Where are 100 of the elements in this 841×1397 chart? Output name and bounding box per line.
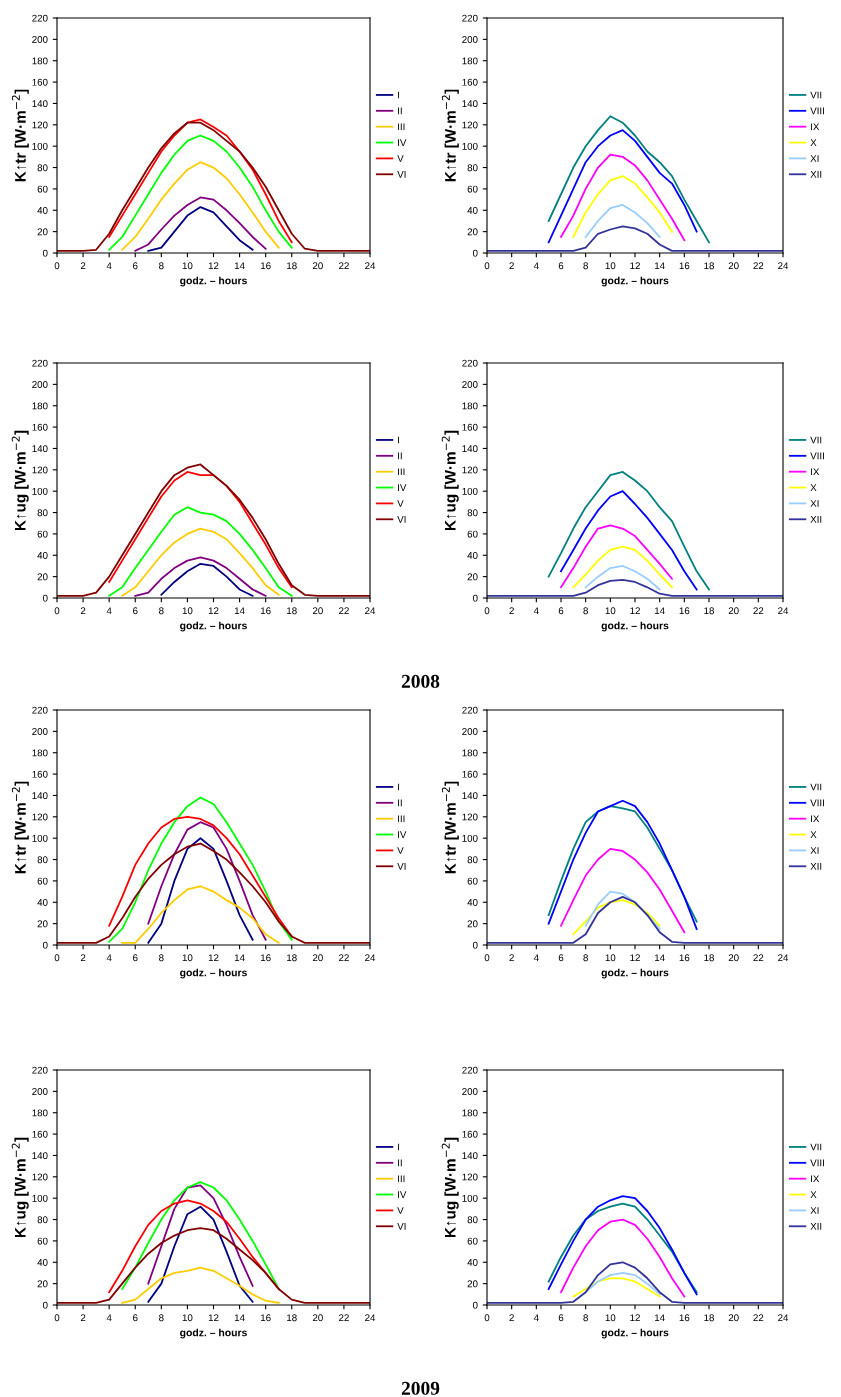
x-tick-label: 22 — [339, 1314, 349, 1322]
legend-label: V — [397, 847, 404, 854]
text: 2008 — [401, 674, 440, 688]
y-tick-label: 40 — [37, 1259, 48, 1266]
x-tick-label: 8 — [159, 607, 164, 615]
x-tick-label: 22 — [339, 607, 349, 615]
y-tick-label: 120 — [32, 466, 48, 474]
y-tick-label: 100 — [462, 1194, 478, 1202]
legend-label: VII — [810, 91, 822, 99]
y-tick-label: 60 — [37, 1237, 48, 1245]
y-tick-label: 40 — [37, 552, 48, 559]
x-tick-label: 10 — [182, 954, 193, 962]
legend-label: VII — [810, 436, 822, 444]
x-tick-label: 4 — [533, 954, 539, 962]
x-tick-label: 0 — [54, 954, 60, 962]
legend-label: XI — [810, 500, 819, 507]
y-tick-label: 140 — [32, 100, 48, 108]
legend-label: V — [397, 155, 404, 162]
x-axis-title: godz. – hours — [601, 968, 669, 979]
line-series — [121, 161, 280, 251]
x-tick-label: 0 — [484, 607, 490, 615]
y-tick-label: 60 — [37, 877, 48, 885]
text: 2009 — [401, 1381, 440, 1395]
y-tick-label: 60 — [37, 530, 48, 538]
line-series — [584, 565, 661, 591]
line-series — [108, 506, 293, 597]
x-tick-label: 20 — [728, 262, 739, 270]
line-series — [560, 847, 686, 934]
y-tick-label: 200 — [32, 1088, 48, 1095]
legend-label: VIII — [810, 452, 824, 460]
x-tick-label: 16 — [261, 262, 271, 270]
y-tick-label: 220 — [462, 359, 478, 367]
legend-label: IV — [398, 1191, 407, 1198]
legend-label: IX — [811, 468, 820, 476]
y-tick-label: 80 — [467, 1216, 478, 1224]
y-tick-label: 40 — [37, 207, 48, 214]
line-series — [147, 1205, 254, 1303]
legend-label: VI — [397, 863, 406, 870]
y-tick-label: 180 — [32, 402, 48, 410]
legend-label: VII — [810, 1143, 822, 1151]
y-axis-title: K↑tr [W·m$^{−2}$] — [441, 89, 459, 182]
x-tick-label: 16 — [679, 954, 690, 962]
y-tick-label: 220 — [32, 14, 48, 22]
y-tick-label: 100 — [32, 1194, 48, 1202]
x-tick-label: 0 — [54, 1314, 60, 1322]
x-tick-label: 22 — [753, 954, 764, 962]
y-axis-title: K↑tr [W·m$^{−2}$] — [11, 89, 29, 182]
x-tick-label: 24 — [365, 954, 376, 962]
legend-label: III — [398, 123, 405, 131]
x-tick-label: 12 — [208, 1314, 219, 1322]
x-tick-label: 0 — [54, 262, 60, 270]
y-tick-label: 220 — [32, 706, 48, 714]
legend-label: VI — [397, 1223, 406, 1230]
x-axis-title: godz. – hours — [180, 276, 247, 287]
y-tick-label: 100 — [32, 487, 48, 495]
y-tick-label: 120 — [462, 813, 478, 821]
y-tick-label: 100 — [462, 834, 478, 842]
legend-label: XII — [810, 1223, 822, 1230]
x-tick-label: 18 — [704, 954, 714, 962]
y-tick-label: 0 — [472, 1301, 478, 1309]
x-tick-label: 12 — [630, 1314, 640, 1322]
y-tick-label: 120 — [462, 1173, 478, 1181]
line-series — [584, 1272, 661, 1296]
x-tick-label: 22 — [753, 1314, 764, 1322]
y-tick-label: 0 — [42, 941, 48, 949]
y-tick-label: 60 — [467, 1237, 478, 1245]
line-series — [134, 196, 267, 252]
legend-label: IX — [811, 123, 820, 131]
x-tick-label: 22 — [753, 607, 764, 615]
x-tick-label: 6 — [558, 262, 564, 270]
y-tick-label: 100 — [32, 142, 48, 150]
line-series — [560, 1218, 686, 1298]
line-series — [547, 115, 710, 244]
line-series — [147, 206, 254, 252]
y-tick-label: 160 — [32, 770, 48, 778]
x-tick-label: 2 — [509, 1314, 514, 1322]
y-tick-label: 0 — [42, 249, 48, 257]
x-tick-label: 20 — [312, 1314, 323, 1322]
y-tick-label: 140 — [462, 792, 478, 800]
x-tick-label: 4 — [106, 954, 112, 962]
x-tick-label: 10 — [182, 262, 193, 270]
x-tick-label: 10 — [605, 262, 616, 270]
line-series — [560, 153, 686, 242]
y-tick-label: 40 — [467, 207, 478, 214]
y-tick-label: 180 — [462, 57, 478, 65]
x-tick-label: 6 — [558, 954, 564, 962]
y-tick-label: 140 — [32, 792, 48, 800]
legend-label: X — [810, 484, 817, 491]
legend-label: IX — [811, 1175, 820, 1183]
legend-label: VI — [397, 516, 406, 523]
line-series — [547, 129, 698, 244]
y-tick-label: 80 — [467, 164, 478, 172]
x-tick-label: 4 — [106, 262, 112, 270]
legend-label: XII — [810, 516, 822, 523]
y-tick-label: 220 — [462, 706, 478, 714]
x-tick-label: 6 — [133, 607, 138, 615]
line-series — [572, 175, 673, 238]
x-tick-label: 4 — [533, 262, 539, 270]
x-tick-label: 24 — [778, 954, 789, 962]
y-tick-label: 160 — [32, 423, 48, 431]
